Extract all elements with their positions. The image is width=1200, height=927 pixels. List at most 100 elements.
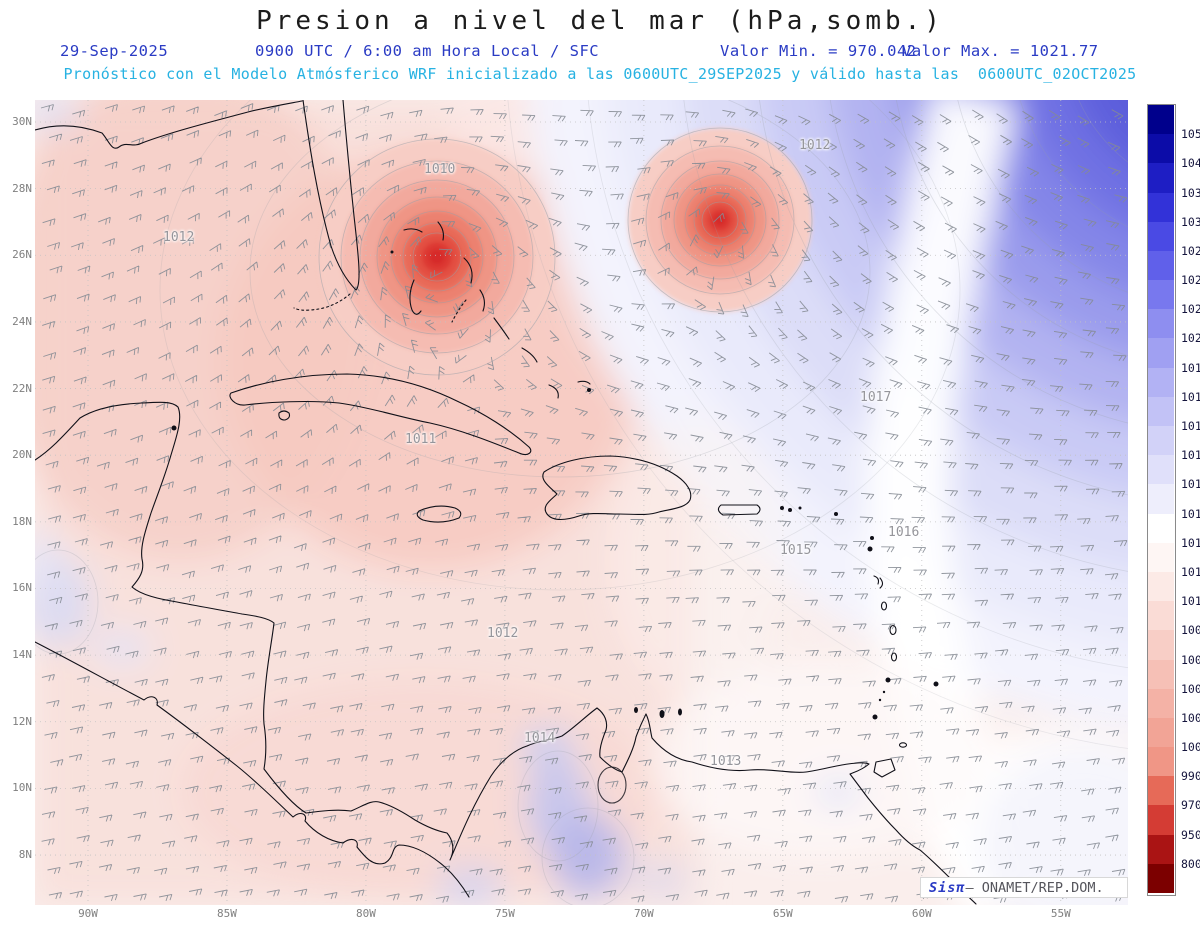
colorbar-cell [1148, 338, 1174, 368]
hispaniola [542, 455, 692, 521]
colorbar-cell [1148, 747, 1174, 777]
min-value-label: Valor Min. = 970.042 [720, 42, 917, 60]
colorbar-cell [1148, 571, 1174, 602]
contour-label: 1012 [487, 626, 519, 641]
colorbar-label: 1010 [1181, 594, 1200, 609]
lat-label-12N: 12N [12, 714, 32, 728]
sispi-logo: Sisπ [929, 880, 966, 896]
colorbar-frame [1147, 104, 1176, 896]
colorbar-label: 1014 [1181, 506, 1200, 521]
colorbar-cell [1148, 280, 1174, 310]
contour-label: 1016 [888, 525, 920, 540]
colorbar-label: 1022 [1181, 302, 1200, 317]
colorbar-cell [1148, 542, 1174, 572]
contour-label: 1010 [424, 162, 456, 177]
tobago [898, 742, 908, 748]
colorbar-label: 950 [1181, 827, 1200, 842]
colorbar-cell [1148, 367, 1174, 397]
colorbar-label: 1035 [1181, 185, 1200, 200]
contour-label: 1014 [524, 731, 556, 746]
colorbar-label: 1020 [1181, 331, 1200, 346]
pacific-coast [35, 641, 470, 898]
date-label: 29-Sep-2025 [60, 42, 169, 60]
lat-label-10N: 10N [12, 781, 32, 795]
colorbar-cell [1148, 688, 1174, 718]
colorbar-label: 1015 [1181, 477, 1200, 492]
colorbar-label: 1030 [1181, 214, 1200, 229]
low-pressure-center-east [628, 128, 812, 312]
colorbar-cell [1148, 455, 1174, 485]
colorbar-label: 1004 [1181, 681, 1200, 696]
colorbar-label: 1012 [1181, 564, 1200, 579]
colorbar-cell [1148, 630, 1174, 660]
colorbar-cell [1148, 309, 1174, 339]
contour-label: 1012 [799, 138, 831, 153]
colorbar-cell [1148, 396, 1174, 427]
lake-maracaibo [597, 766, 627, 804]
page-title: Presion a nivel del mar (hPa,somb.) [256, 6, 944, 36]
colorbar-cell [1148, 163, 1174, 193]
colorbar-cell [1148, 105, 1174, 135]
lon-label-60W: 60W [911, 907, 932, 920]
colorbar-label: 1000 [1181, 740, 1200, 755]
colorbar-label: 1013 [1181, 535, 1200, 550]
trinidad [873, 758, 896, 778]
lat-label-8N: 8N [18, 848, 32, 862]
colorbar-label: 1025 [1181, 273, 1200, 288]
isle-of-youth [278, 410, 291, 421]
attribution-text: – ONAMET/REP.DOM. [965, 880, 1104, 896]
puerto-rico [717, 504, 761, 516]
colorbar-label: 1017 [1181, 419, 1200, 434]
lat-label-20N: 20N [12, 448, 32, 462]
forecast-info-label: Pronóstico con el Modelo Atmósferico WRF… [63, 65, 1137, 83]
lat-label-24N: 24N [12, 314, 32, 328]
island-dots [171, 250, 939, 720]
colorbar-cell [1148, 134, 1174, 164]
colorbar-cell [1148, 192, 1174, 222]
colorbar-cell [1148, 426, 1174, 456]
colorbar-cell [1148, 250, 1174, 281]
valid-time-label: 0900 UTC / 6:00 am Hora Local / SFC [255, 42, 600, 60]
lat-label-28N: 28N [12, 181, 32, 195]
colorbar-label: 1016 [1181, 448, 1200, 463]
contour-label: 1013 [710, 754, 742, 769]
lesser-antilles [873, 575, 898, 662]
colorbar-cell [1148, 601, 1174, 631]
lat-label-18N: 18N [12, 514, 32, 528]
colorbar-cell [1148, 805, 1174, 835]
contour-rings [35, 100, 1128, 905]
colorbar-label: 970 [1181, 798, 1200, 813]
colorbar-label: 1002 [1181, 710, 1200, 725]
max-value-label: Valor Max. = 1021.77 [902, 42, 1099, 60]
contour-label: 1011 [405, 432, 437, 447]
mainland-caribbean-coast [35, 401, 977, 905]
colorbar-cell [1148, 834, 1174, 864]
cuba [229, 373, 532, 455]
colorbar-cell [1148, 513, 1174, 543]
jamaica [416, 505, 462, 523]
colorbar-label: 990 [1181, 769, 1200, 784]
florida-keys [293, 293, 351, 311]
colorbar-label: 1028 [1181, 243, 1200, 258]
bahamas [403, 221, 591, 399]
colorbar-label: 1008 [1181, 623, 1200, 638]
colorbar-label: 1018 [1181, 389, 1200, 404]
lon-label-70W: 70W [633, 907, 654, 920]
lat-label-22N: 22N [12, 381, 32, 395]
colorbar-cell [1148, 776, 1174, 806]
lat-label-16N: 16N [12, 581, 32, 595]
colorbar-cell [1148, 221, 1174, 251]
colorbar-label: 1050 [1181, 127, 1200, 142]
colorbar-label: 1019 [1181, 360, 1200, 375]
colorbar-cell [1148, 863, 1174, 893]
lat-label-14N: 14N [12, 648, 32, 662]
lon-label-65W: 65W [772, 907, 793, 920]
contour-label: 1015 [780, 543, 812, 558]
contour-label: 1012 [163, 230, 195, 245]
lon-label-75W: 75W [494, 907, 515, 920]
contour-label: 1017 [860, 390, 892, 405]
lon-label-55W: 55W [1050, 907, 1071, 920]
lon-label-90W: 90W [78, 907, 98, 920]
